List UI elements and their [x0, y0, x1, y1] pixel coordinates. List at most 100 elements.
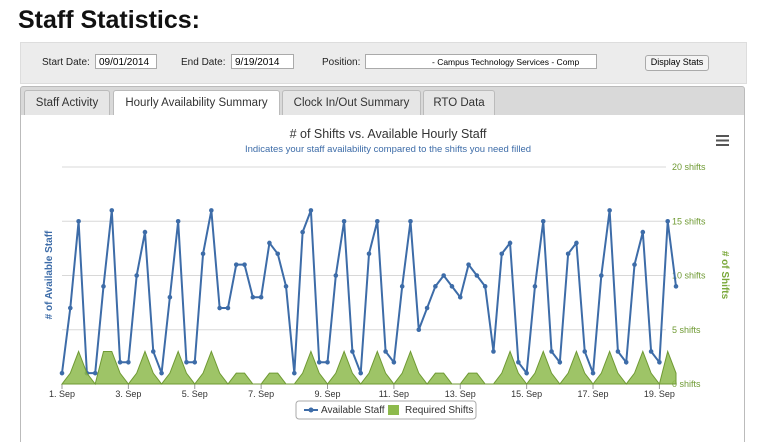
tab[interactable]: Staff Activity [24, 90, 110, 115]
staff-point [374, 218, 380, 224]
y2-tick-label: 15 shifts [672, 216, 706, 226]
staff-point [399, 284, 405, 289]
staff-point [217, 305, 222, 311]
staff-point [134, 273, 139, 278]
x-tick-label: 1. Sep [49, 389, 75, 399]
end-input[interactable]: 9/19/2014 [231, 54, 294, 69]
x-tick-label: 11. Sep [379, 389, 409, 399]
staff-point [59, 370, 65, 376]
x-tick-label: 17. Sep [578, 389, 609, 399]
staff-point [250, 294, 256, 300]
staff-point [109, 208, 115, 213]
tab[interactable]: Clock In/Out Summary [282, 90, 421, 115]
x-tick-label: 7. Sep [248, 389, 274, 399]
y2-tick-label: 0 shifts [672, 379, 701, 389]
x-tick-label: 5. Sep [182, 389, 208, 399]
start-label: Start Date: [42, 57, 90, 68]
staff-point [640, 229, 646, 235]
staff-point [67, 305, 73, 311]
end-label: End Date: [181, 57, 226, 68]
staff-point [325, 360, 330, 365]
staff-point [175, 218, 181, 224]
x-tick-label: 3. Sep [115, 389, 141, 399]
staff-point [283, 284, 289, 289]
staff-point [632, 262, 637, 267]
staff-point [333, 273, 339, 278]
tab-panel [20, 115, 745, 442]
staff-point [491, 349, 496, 354]
staff-point [200, 251, 206, 257]
tab-active[interactable]: Hourly Availability Summary [113, 90, 280, 117]
staff-point [590, 370, 596, 376]
legend-symbol [388, 405, 399, 415]
staff-point [416, 327, 422, 333]
staff-point [341, 218, 347, 224]
staff-point [258, 294, 264, 300]
staff-point [574, 240, 579, 246]
staff-point [599, 273, 604, 278]
staff-point [549, 349, 554, 354]
staff-point [424, 305, 430, 311]
staff-point [540, 218, 546, 224]
staff-point [449, 284, 455, 289]
staff-point [167, 294, 173, 300]
staff-point [117, 360, 123, 365]
staff-point [557, 360, 563, 365]
legend-box [295, 400, 477, 420]
staff-point [466, 262, 471, 267]
staff-point [582, 349, 588, 354]
staff-point [308, 208, 314, 213]
staff-point [126, 360, 131, 365]
legend-symbol [308, 407, 314, 413]
staff-point [615, 349, 621, 354]
staff-point [242, 262, 247, 267]
staff-point [607, 208, 612, 213]
y2-tick-label: 10 shifts [672, 271, 706, 281]
position-select[interactable]: - Campus Technology Services - Comp [365, 54, 597, 69]
staff-point [275, 251, 281, 257]
staff-point [532, 284, 538, 289]
staff-point [516, 360, 521, 365]
staff-point [623, 360, 629, 365]
staff-point [209, 208, 214, 213]
chart-subtitle: Indicates your staff availability compar… [245, 144, 531, 155]
x-tick-label: 9. Sep [314, 389, 340, 399]
staff-point [391, 360, 397, 365]
staff-point [665, 218, 671, 224]
display-button[interactable]: Display Stats [645, 55, 709, 71]
staff-point [441, 273, 446, 278]
staff-point [159, 370, 164, 376]
staff-point [92, 370, 98, 376]
legend-label: Required Shifts [405, 405, 473, 416]
staff-point [350, 349, 355, 354]
staff-point [184, 360, 189, 365]
staff-point [292, 370, 297, 376]
staff-point [507, 240, 513, 246]
start-input[interactable]: 09/01/2014 [95, 54, 157, 69]
y-axis-label: # of Available Staff [44, 230, 55, 319]
y2-axis-label: # of Shifts [719, 251, 730, 300]
staff-point [524, 370, 529, 376]
chart-title: # of Shifts vs. Available Hourly Staff [290, 127, 487, 141]
staff-point [648, 349, 654, 354]
staff-point [474, 273, 480, 278]
staff-point [300, 229, 305, 235]
staff-point [267, 240, 272, 246]
staff-point [358, 370, 364, 376]
menu-icon[interactable] [716, 135, 729, 146]
staff-point [408, 218, 413, 224]
staff-line [61, 210, 677, 376]
staff-point [657, 360, 662, 365]
staff-point [565, 251, 571, 257]
tab[interactable]: RTO Data [423, 90, 495, 115]
staff-point [150, 349, 156, 354]
staff-point [225, 305, 231, 311]
staff-point [383, 349, 388, 354]
x-tick-label: 15. Sep [511, 389, 542, 399]
staff-point [101, 284, 106, 289]
y2-tick-label: 20 shifts [672, 162, 706, 172]
staff-point [233, 262, 239, 267]
staff-point [192, 360, 198, 365]
